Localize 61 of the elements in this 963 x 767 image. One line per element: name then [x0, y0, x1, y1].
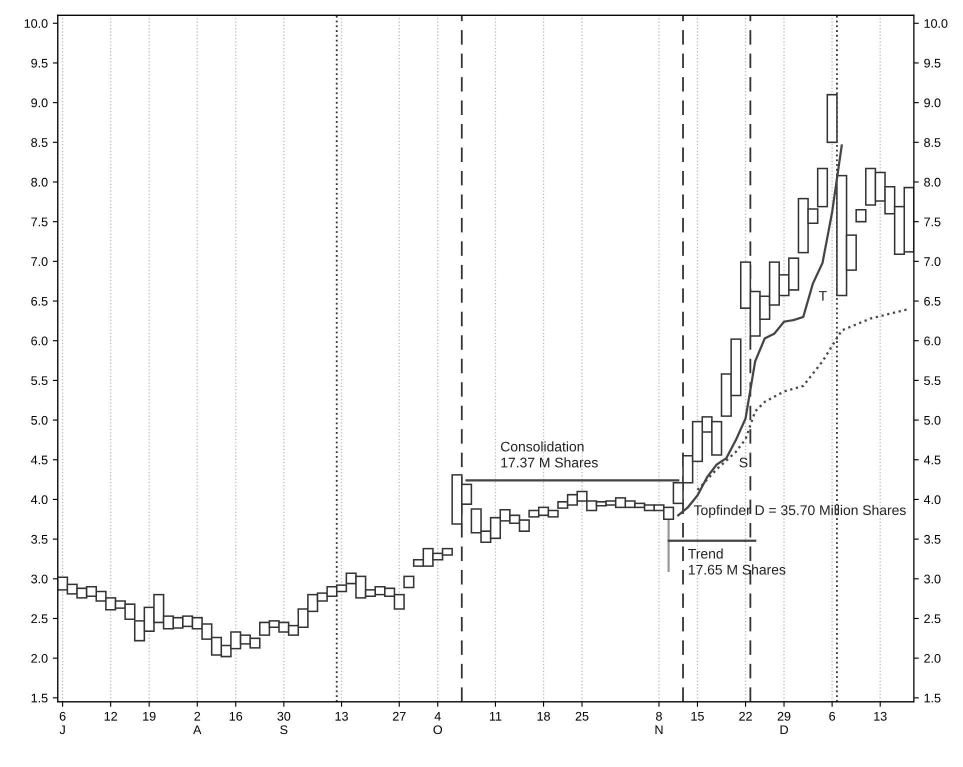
- annotation: Consolidation 17.37 M Shares: [500, 441, 598, 468]
- y2-tick-label: 8.5: [924, 138, 940, 147]
- y-tick-label: 5.0: [31, 416, 48, 425]
- y2-tick-label: 1.5: [924, 694, 940, 702]
- y-tick-label: 6.5: [31, 296, 48, 306]
- x-tick-label: 25: [576, 712, 588, 721]
- y2-tick-label: 2.0: [924, 654, 940, 663]
- y-tick-label: 10.0: [24, 19, 48, 28]
- y2-tick-label: 8.0: [924, 178, 940, 187]
- x-tick-label: 16: [230, 712, 242, 721]
- annotation: S: [739, 458, 748, 468]
- y-tick-label: 5.5: [31, 376, 48, 386]
- y-tick-label: 3.0: [31, 574, 48, 584]
- annotation: T: [818, 291, 827, 301]
- x-tick-label: 11: [490, 712, 502, 721]
- y2-tick-label: 6.5: [924, 296, 940, 306]
- y2-tick-label: 7.0: [924, 257, 940, 266]
- y2-tick-label: 10.0: [924, 19, 948, 28]
- x-tick-label: 18: [538, 712, 550, 721]
- y2-tick-label: 4.5: [924, 456, 940, 464]
- x-tick-label: 15: [691, 712, 704, 721]
- annotation: Topfinder D = 35.70 Million Shares: [694, 504, 906, 518]
- y2-tick-label: 2.5: [924, 614, 940, 624]
- y-tick-label: 7.0: [31, 257, 48, 266]
- bar: [403, 576, 414, 588]
- x-tick-label: 13: [336, 712, 348, 721]
- y-tick-label: 8.5: [31, 138, 48, 147]
- x-tick-label: 19: [143, 712, 156, 721]
- y2-tick-label: 9.5: [924, 58, 940, 68]
- bar: [855, 209, 867, 222]
- y-tick-label: 6.0: [31, 336, 48, 346]
- x-tick-label: 22: [739, 712, 752, 721]
- y2-tick-label: 3.0: [924, 574, 940, 584]
- x-tick-label: 13: [874, 712, 887, 721]
- y-tick-label: 4.5: [30, 456, 48, 464]
- y2-tick-label: 6.0: [924, 336, 940, 346]
- y-tick-label: 2.0: [31, 654, 48, 663]
- y2-tick-label: 9.0: [924, 98, 940, 108]
- y-tick-label: 2.5: [31, 614, 48, 624]
- y-tick-label: 8.0: [31, 178, 48, 187]
- y2-tick-label: 5.0: [924, 416, 940, 425]
- y2-tick-label: 4.0: [924, 495, 940, 504]
- x-tick-label: 4 O: [433, 712, 442, 734]
- y-tick-label: 7.5: [31, 218, 48, 226]
- x-tick-label: 27: [392, 712, 406, 721]
- y2-tick-label: 7.5: [924, 218, 940, 226]
- y2-tick-label: 5.5: [924, 376, 940, 386]
- y2-tick-label: 3.5: [924, 534, 940, 544]
- x-tick-label: 2 A: [193, 712, 202, 734]
- y-tick-label: 4.0: [30, 495, 48, 504]
- x-tick-label: 6 J: [60, 712, 66, 734]
- y-tick-label: 9.5: [31, 58, 48, 68]
- y-tick-label: 3.5: [31, 534, 48, 544]
- x-tick-label: 12: [104, 712, 118, 721]
- x-tick-label: 29 D: [778, 712, 790, 734]
- annotation: Trend 17.65 M Shares: [688, 548, 786, 575]
- x-tick-label: 8 N: [655, 712, 662, 734]
- x-tick-label: 6: [829, 712, 836, 721]
- y-tick-label: 1.5: [32, 694, 48, 702]
- y-tick-label: 9.0: [31, 98, 48, 108]
- x-tick-label: 30 S: [277, 712, 290, 734]
